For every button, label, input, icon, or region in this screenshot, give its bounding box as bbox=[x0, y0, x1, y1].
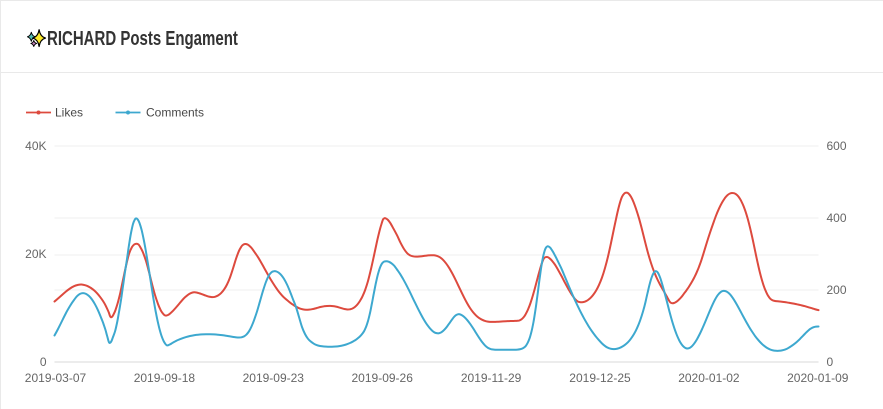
svg-text:2019-03-07: 2019-03-07 bbox=[25, 371, 87, 385]
svg-text:2019-12-25: 2019-12-25 bbox=[569, 371, 631, 385]
svg-text:Comments: Comments bbox=[146, 106, 204, 120]
svg-text:2019-11-29: 2019-11-29 bbox=[461, 371, 522, 385]
svg-text:2019-09-18: 2019-09-18 bbox=[134, 371, 196, 385]
svg-text:400: 400 bbox=[827, 211, 847, 225]
svg-text:40K: 40K bbox=[25, 139, 46, 153]
svg-text:0: 0 bbox=[40, 355, 47, 369]
svg-text:Likes: Likes bbox=[55, 106, 83, 120]
svg-text:2019-09-23: 2019-09-23 bbox=[243, 371, 305, 385]
svg-text:600: 600 bbox=[827, 139, 847, 153]
svg-text:2019-09-26: 2019-09-26 bbox=[352, 371, 414, 385]
svg-text:2020-01-02: 2020-01-02 bbox=[678, 371, 740, 385]
svg-text:0: 0 bbox=[827, 355, 834, 369]
svg-text:2020-01-09: 2020-01-09 bbox=[787, 371, 849, 385]
svg-text:200: 200 bbox=[827, 283, 847, 297]
svg-text:20K: 20K bbox=[25, 247, 46, 261]
